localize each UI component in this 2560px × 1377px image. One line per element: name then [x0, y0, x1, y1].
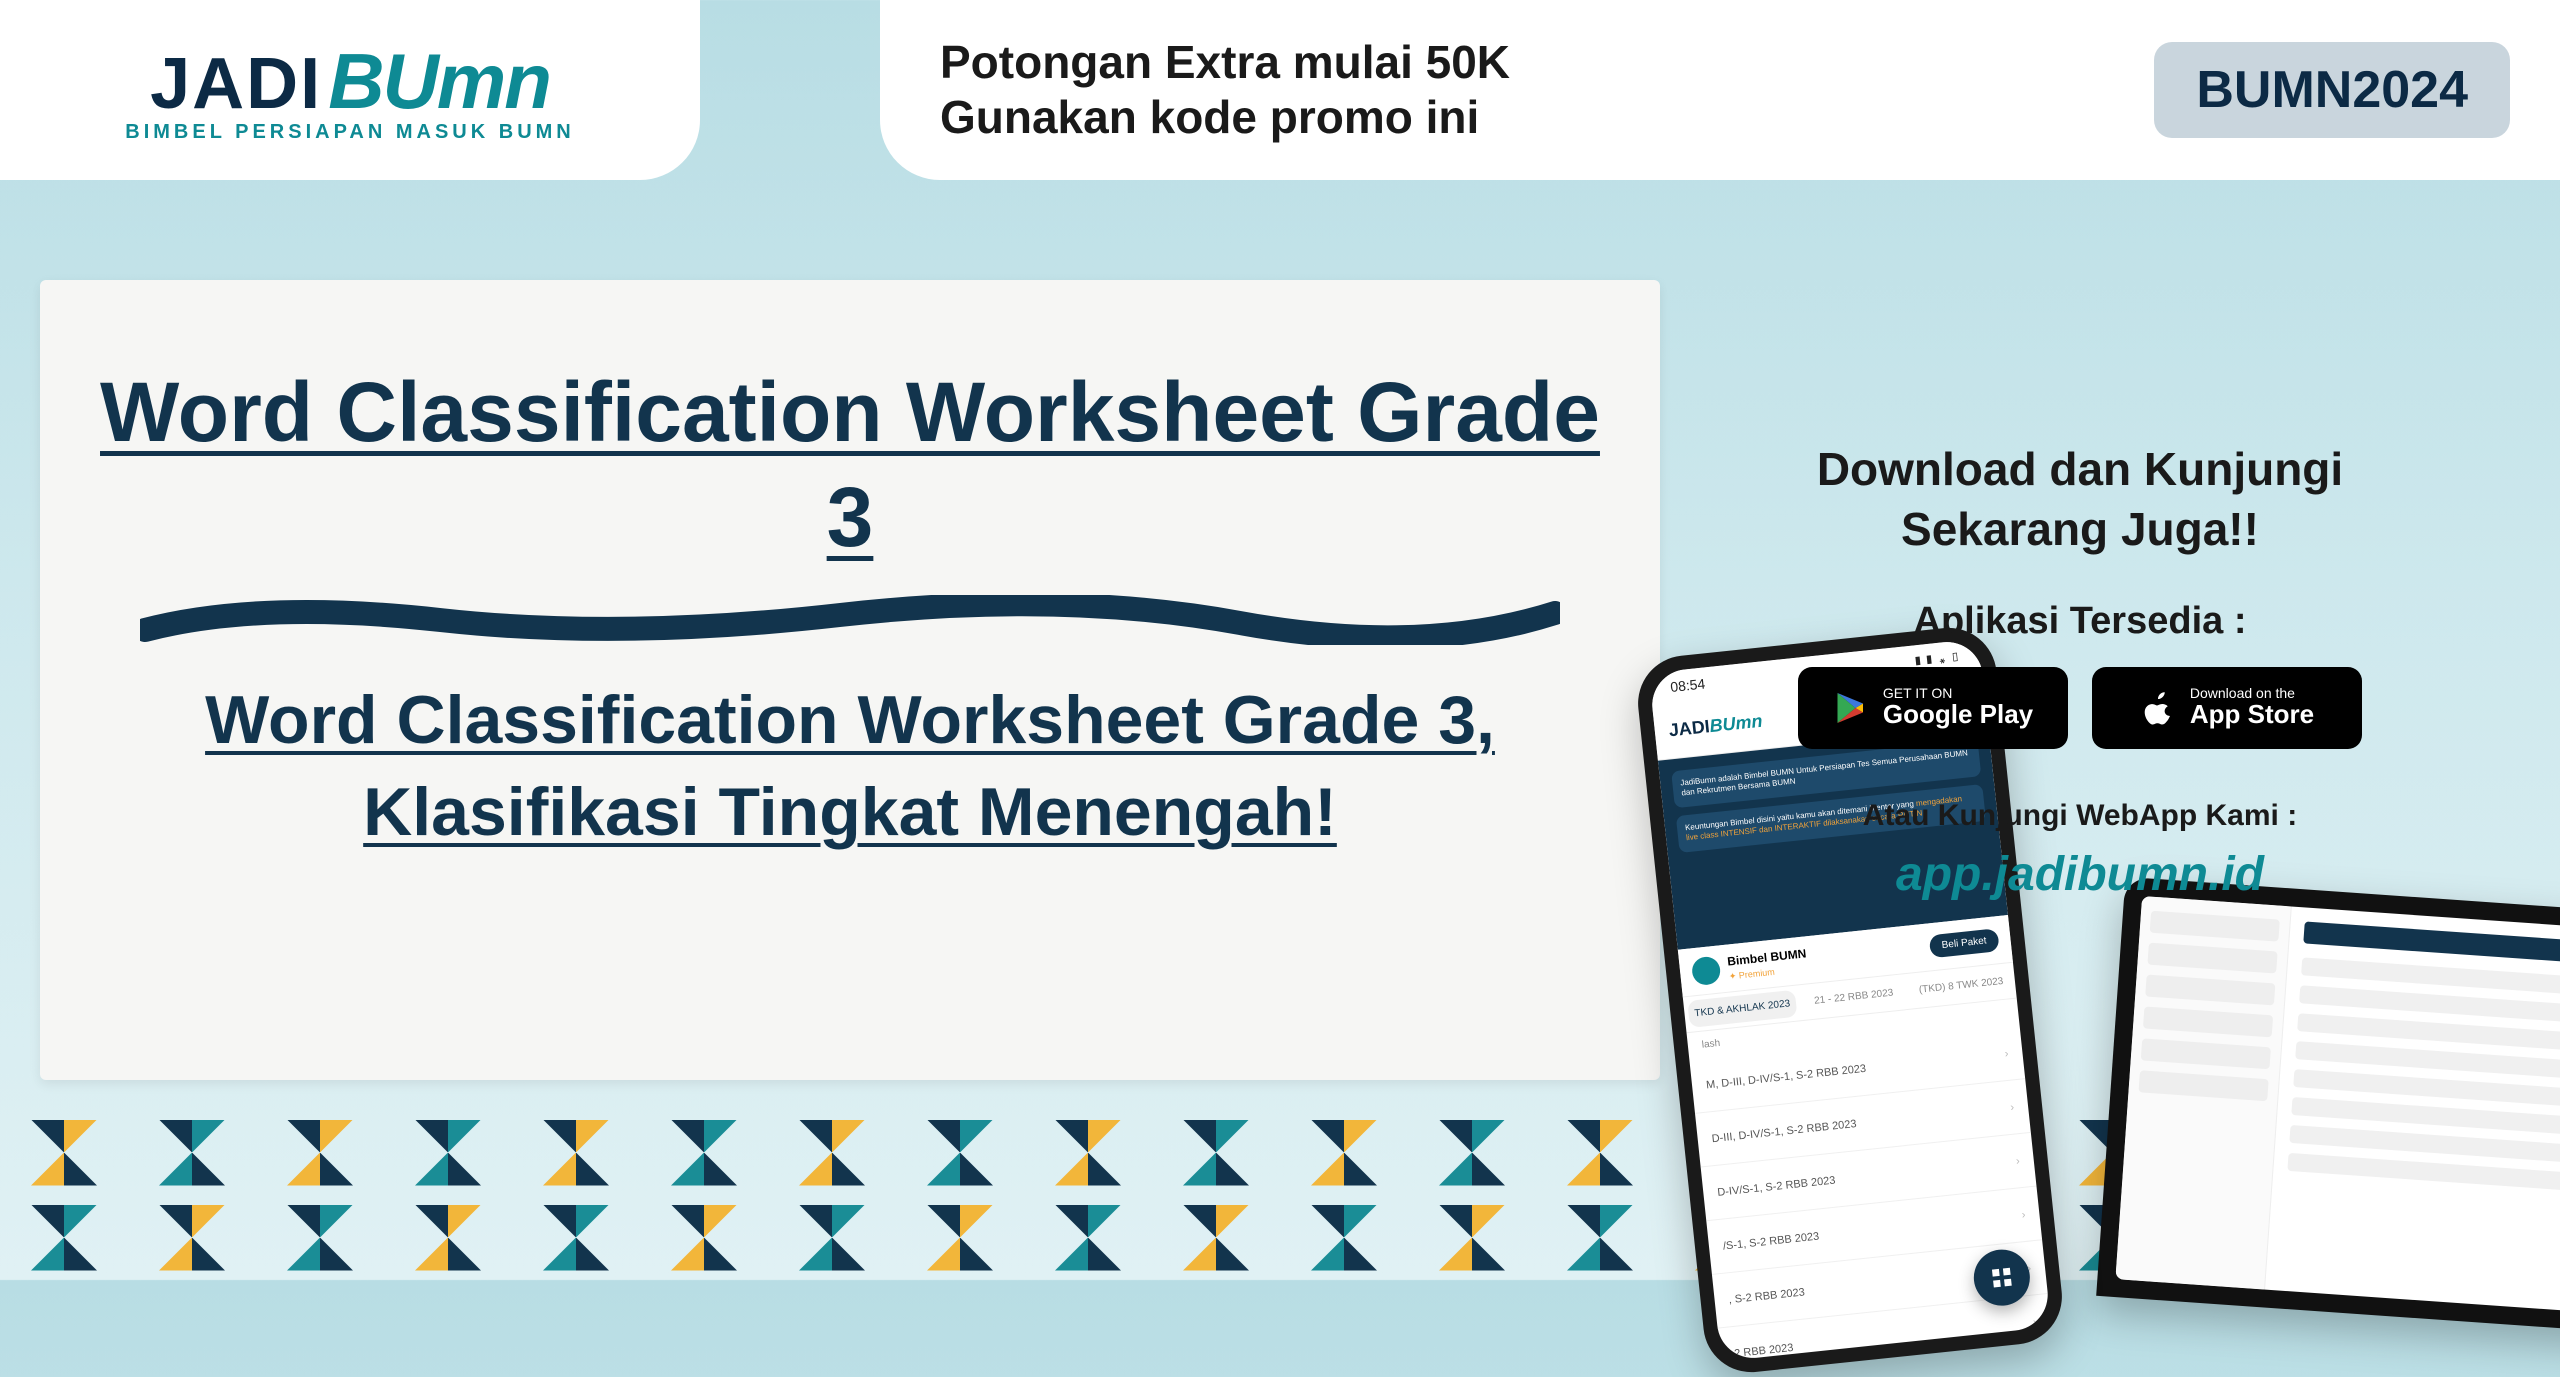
download-panel: Download dan Kunjungi Sekarang Juga!! Ap…	[1730, 440, 2430, 902]
pattern-cell	[768, 1195, 896, 1280]
pattern-cell	[896, 1195, 1024, 1280]
app-store-badge[interactable]: Download on the App Store	[2092, 667, 2362, 749]
store-badges: GET IT ON Google Play Download on the Ap…	[1730, 667, 2430, 749]
pattern-cell	[1536, 1110, 1664, 1195]
page-title: Word Classification Worksheet Grade 3	[100, 360, 1600, 570]
pattern-cell	[768, 1110, 896, 1195]
pattern-cell	[1024, 1110, 1152, 1195]
logo-card: JADI BUmn BIMBEL PERSIAPAN MASUK BUMN	[0, 0, 700, 180]
pattern-cell	[256, 1195, 384, 1280]
app-available-label: Aplikasi Tersedia :	[1730, 600, 2430, 643]
pattern-cell	[1152, 1110, 1280, 1195]
grid-icon	[1989, 1264, 2015, 1290]
download-heading: Download dan Kunjungi Sekarang Juga!!	[1730, 440, 2430, 560]
download-heading-line1: Download dan Kunjungi	[1817, 443, 2343, 495]
phone-buy-button[interactable]: Beli Paket	[1929, 928, 2000, 958]
pattern-cell	[128, 1110, 256, 1195]
pattern-cell	[128, 1195, 256, 1280]
app-store-big: App Store	[2190, 700, 2314, 729]
laptop-screen	[2115, 896, 2560, 1324]
pattern-cell	[640, 1195, 768, 1280]
pattern-cell	[1280, 1195, 1408, 1280]
pattern-cell	[512, 1110, 640, 1195]
promo-code-badge: BUMN2024	[2154, 42, 2510, 138]
pattern-cell	[1280, 1110, 1408, 1195]
phone-avatar-icon	[1691, 955, 1722, 986]
page-subtitle: Word Classification Worksheet Grade 3, K…	[100, 675, 1600, 859]
promo-line1: Potongan Extra mulai 50K	[940, 36, 1510, 88]
pattern-cell	[1152, 1195, 1280, 1280]
pattern-cell	[1536, 1195, 1664, 1280]
logo-word-jadi: JADI	[150, 43, 322, 125]
pattern-cell	[896, 1110, 1024, 1195]
google-play-small: GET IT ON	[1883, 686, 2033, 700]
pattern-cell	[256, 1110, 384, 1195]
promo-line2: Gunakan kode promo ini	[940, 91, 1479, 143]
pattern-cell	[512, 1195, 640, 1280]
app-store-small: Download on the	[2190, 686, 2314, 700]
promo-card: Potongan Extra mulai 50K Gunakan kode pr…	[880, 0, 2560, 180]
webapp-label: Atau Kunjungi WebApp Kami :	[1730, 799, 2430, 833]
google-play-badge[interactable]: GET IT ON Google Play	[1798, 667, 2068, 749]
webapp-url[interactable]: app.jadibumn.id	[1730, 847, 2430, 902]
divider-squiggle-icon	[140, 595, 1560, 645]
apple-icon	[2140, 690, 2176, 726]
laptop-mockup	[2096, 877, 2560, 1343]
laptop-sidebar	[2115, 896, 2291, 1290]
pattern-cell	[384, 1110, 512, 1195]
phone-tab-1[interactable]: TKD & AKHLAK 2023	[1687, 990, 1797, 1028]
phone-list: lash M, D-III, D-IV/S-1, S-2 RBB 2023›D-…	[1687, 999, 2052, 1362]
laptop-main	[2265, 906, 2560, 1324]
pattern-cell	[0, 1195, 128, 1280]
logo: JADI BUmn	[150, 36, 550, 127]
main-content-card: Word Classification Worksheet Grade 3 Wo…	[40, 280, 1660, 1080]
google-play-icon	[1833, 690, 1869, 726]
pattern-cell	[1024, 1195, 1152, 1280]
download-heading-line2: Sekarang Juga!!	[1901, 503, 2259, 555]
pattern-cell	[384, 1195, 512, 1280]
pattern-cell	[1408, 1195, 1536, 1280]
pattern-cell	[0, 1110, 128, 1195]
phone-time: 08:54	[1669, 675, 1706, 695]
pattern-cell	[1408, 1110, 1536, 1195]
google-play-big: Google Play	[1883, 700, 2033, 729]
pattern-cell	[640, 1110, 768, 1195]
promo-text: Potongan Extra mulai 50K Gunakan kode pr…	[940, 35, 2114, 145]
logo-word-bumn: BUmn	[328, 36, 550, 127]
